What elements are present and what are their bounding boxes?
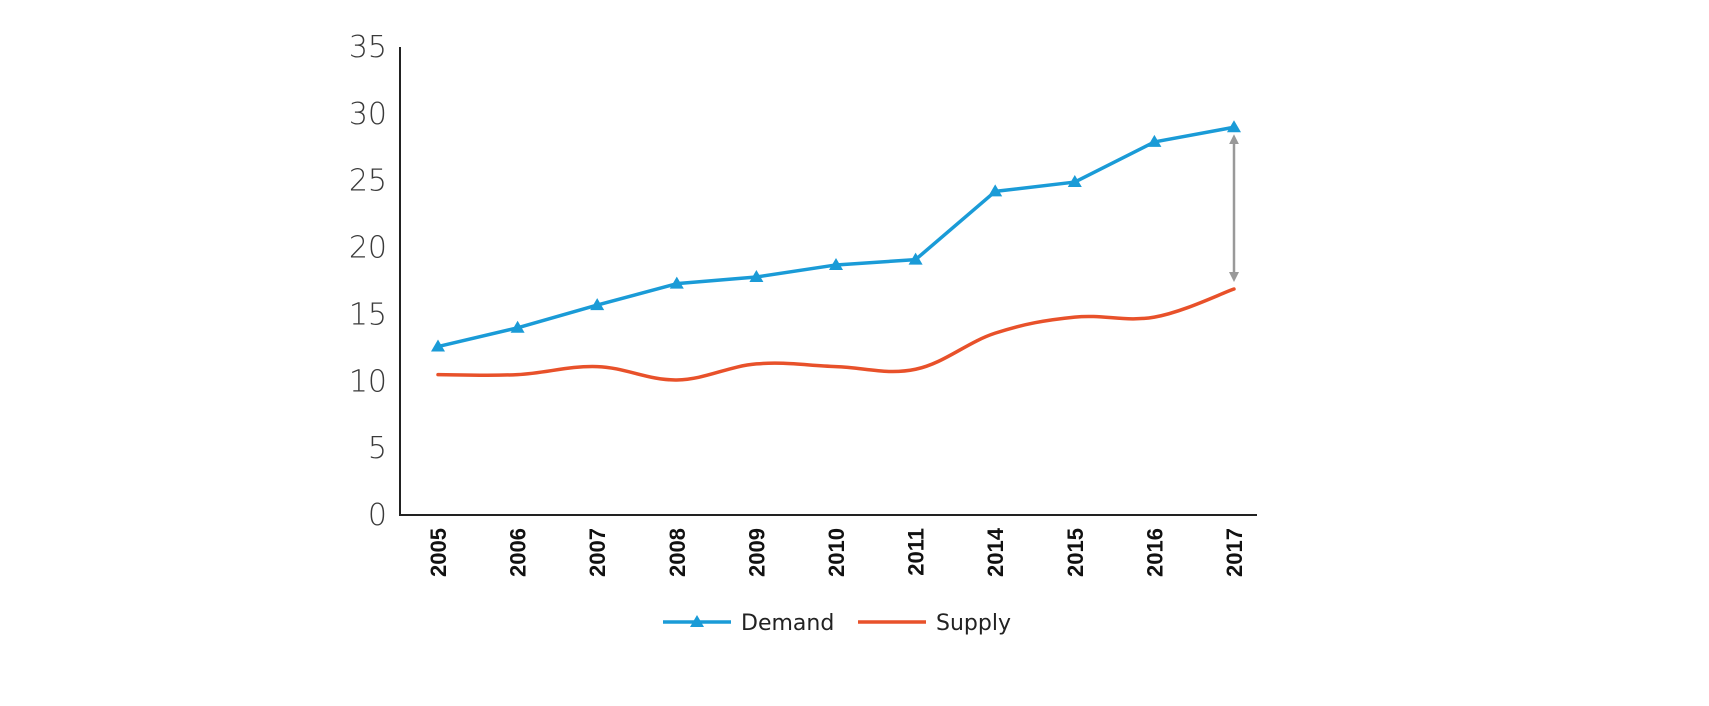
x-tick-label: 2005	[426, 528, 451, 577]
y-tick-label: 35	[349, 30, 387, 65]
demand-data-point	[829, 257, 843, 270]
x-tick-label: 2016	[1142, 528, 1167, 577]
legend: Demand Supply	[663, 611, 1011, 636]
demand-data-point	[1227, 120, 1241, 133]
legend-supply-label: Supply	[936, 611, 1011, 636]
y-tick-label: 5	[368, 431, 387, 466]
y-tick-label: 25	[349, 164, 387, 199]
demand-data-point	[749, 269, 764, 282]
demand-data-point	[510, 320, 525, 333]
y-tick-label: 15	[349, 297, 387, 332]
supply-series-line	[436, 287, 1236, 382]
demand-data-point	[669, 276, 684, 289]
y-tick-label: 10	[349, 364, 387, 399]
y-tick-label: 20	[349, 231, 387, 266]
demand-series-line	[436, 125, 1236, 349]
demand-data-point	[1147, 134, 1162, 147]
x-tick-label: 2011	[904, 528, 929, 576]
x-tick-label: 2015	[1063, 528, 1088, 577]
legend-demand-label: Demand	[741, 611, 834, 636]
x-tick-label: 2008	[665, 528, 690, 577]
series-layer	[431, 120, 1241, 382]
x-tick-label: 2017	[1222, 528, 1247, 577]
legend-demand-marker	[690, 615, 704, 627]
demand-data-point	[431, 339, 445, 352]
demand-data-point	[590, 298, 605, 311]
demand-data-point	[908, 252, 923, 265]
y-tick-label: 0	[368, 498, 387, 533]
demand-data-point	[988, 184, 1003, 197]
x-tick-label: 2007	[585, 528, 610, 577]
y-axis-ticks: 0 5 10 15 20 25 30 35	[349, 30, 387, 533]
x-tick-label: 2006	[506, 528, 531, 577]
demand-data-point	[1067, 175, 1082, 188]
x-axis-ticks: 2005 2006 2007 2008 2009 2010 2011 2014 2015 2016…	[426, 527, 1247, 577]
y-tick-label: 30	[349, 97, 387, 132]
x-tick-label: 2010	[824, 528, 849, 577]
x-tick-label: 2009	[744, 528, 769, 577]
axes	[399, 47, 1257, 516]
x-tick-label: 2014	[983, 527, 1008, 577]
